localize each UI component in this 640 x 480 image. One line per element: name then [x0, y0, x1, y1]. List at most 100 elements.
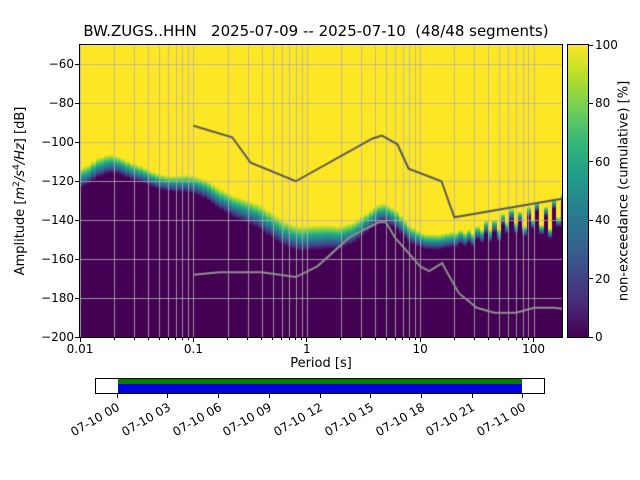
colorbar-tick-mark [589, 336, 593, 338]
colorbar-tick-mark [589, 161, 593, 163]
x-tick-label: 10 [412, 342, 428, 356]
timeline-tick-label: 07-10 18 [372, 400, 427, 440]
x-minor-tick-mark [394, 337, 396, 340]
x-minor-tick-mark [360, 337, 362, 340]
x-minor-tick-mark [272, 337, 274, 340]
timeline-tick-mark [522, 394, 524, 398]
timeline-tick-mark [471, 394, 473, 398]
x-minor-tick-mark [408, 337, 410, 340]
x-minor-tick-mark [227, 337, 229, 340]
timeline-tick-mark [116, 394, 118, 398]
y-tick-mark [75, 102, 80, 104]
y-axis-label: Amplitude [m2/s4/Hz] [dB] [12, 107, 28, 276]
timeline-tick-label: 07-10 12 [271, 400, 325, 440]
colorbar-tick-label: 60 [595, 154, 611, 169]
x-tick-mark [306, 337, 308, 342]
x-minor-tick-mark [473, 337, 475, 340]
x-minor-tick-mark [507, 337, 509, 340]
timeline-tick-mark [167, 394, 169, 398]
x-minor-tick-mark [414, 337, 416, 340]
timeline-tick-label: 07-10 03 [119, 400, 173, 440]
x-minor-tick-mark [175, 337, 177, 340]
x-minor-tick-mark [498, 337, 500, 340]
x-minor-tick-mark [515, 337, 517, 340]
timeline-tick-label: 07-10 21 [423, 400, 478, 440]
y-tick-mark [75, 141, 80, 143]
colorbar-tick-mark [589, 102, 593, 104]
timeline-tick-label: 07-10 15 [322, 400, 376, 440]
y-axis-unit-m: m [13, 186, 29, 200]
ppsd-heatmap [80, 45, 562, 337]
y-axis-unit-s-exp: 4 [11, 164, 22, 170]
x-tick-mark [419, 337, 421, 342]
colorbar-tick-mark [589, 278, 593, 280]
y-tick-label: −200 [41, 330, 74, 344]
x-minor-tick-mark [281, 337, 283, 340]
y-axis-label-pre: Amplitude [ [13, 199, 29, 276]
x-tick-mark [533, 337, 535, 342]
y-tick-label: −120 [41, 174, 74, 189]
timeline-tick-label: 07-10 06 [169, 400, 224, 440]
x-minor-tick-mark [288, 337, 290, 340]
y-axis-unit-s: /s [13, 169, 29, 182]
x-minor-tick-mark [453, 337, 455, 340]
x-minor-tick-mark [167, 337, 169, 340]
timeline-tick-label: 07-10 09 [220, 400, 275, 440]
x-tick-mark [79, 337, 81, 342]
x-minor-tick-mark [522, 337, 524, 340]
y-tick-mark [75, 297, 80, 299]
y-axis-unit-m-exp: 2 [11, 181, 22, 187]
y-tick-mark [75, 180, 80, 182]
timeline-tick-mark [370, 394, 372, 398]
y-tick-label: −80 [48, 96, 74, 111]
x-minor-tick-mark [402, 337, 404, 340]
chart-title: BW.ZUGS..HHN 2025-07-09 -- 2025-07-10 (4… [83, 22, 549, 40]
x-minor-tick-mark [340, 337, 342, 340]
x-minor-tick-mark [527, 337, 529, 340]
x-tick-label: 1 [302, 342, 311, 356]
y-tick-mark [75, 336, 80, 338]
y-tick-label: −180 [41, 291, 74, 306]
timeline-tick-mark [268, 394, 270, 398]
timeline-data-coverage-bar [117, 379, 523, 385]
x-tick-label: 100 [522, 342, 546, 356]
y-tick-label: −160 [41, 252, 74, 267]
x-minor-tick-mark [181, 337, 183, 340]
x-minor-tick-mark [374, 337, 376, 340]
x-minor-tick-mark [158, 337, 160, 340]
colorbar-tick-mark [589, 219, 593, 221]
y-tick-label: −100 [41, 135, 74, 150]
timeline-psd-coverage-bar [117, 384, 523, 393]
y-tick-mark [75, 63, 80, 65]
x-minor-tick-mark [295, 337, 297, 340]
timeline-box [95, 378, 545, 394]
colorbar-tick-label: 100 [595, 38, 618, 52]
x-minor-tick-mark [147, 337, 149, 340]
y-tick-mark [75, 219, 80, 221]
x-axis-label: Period [s] [290, 356, 352, 371]
x-tick-label: 0.01 [66, 342, 94, 356]
colorbar [568, 45, 588, 337]
colorbar-tick-label: 80 [595, 96, 611, 111]
x-tick-mark [192, 337, 194, 342]
y-tick-mark [75, 258, 80, 260]
x-minor-tick-mark [113, 337, 115, 340]
x-minor-tick-mark [385, 337, 387, 340]
x-minor-tick-mark [301, 337, 303, 340]
colorbar-label: non-exceedance (cumulative) [%] [616, 80, 632, 302]
x-minor-tick-mark [247, 337, 248, 340]
x-minor-tick-mark [487, 337, 489, 340]
y-axis-unit-hz: /Hz [13, 143, 29, 165]
y-tick-label: −60 [48, 57, 74, 72]
x-minor-tick-mark [261, 337, 263, 340]
colorbar-tick-mark [589, 44, 593, 46]
x-tick-label: 0.1 [183, 342, 203, 356]
y-axis-label-post: ] [dB] [13, 106, 29, 144]
y-tick-label: −140 [41, 213, 74, 228]
colorbar-tick-label: 20 [595, 271, 611, 286]
timeline-tick-mark [319, 394, 321, 398]
timeline-tick-label: 07-10 00 [68, 400, 123, 440]
x-minor-tick-mark [133, 337, 135, 340]
x-minor-tick-mark [187, 337, 189, 340]
